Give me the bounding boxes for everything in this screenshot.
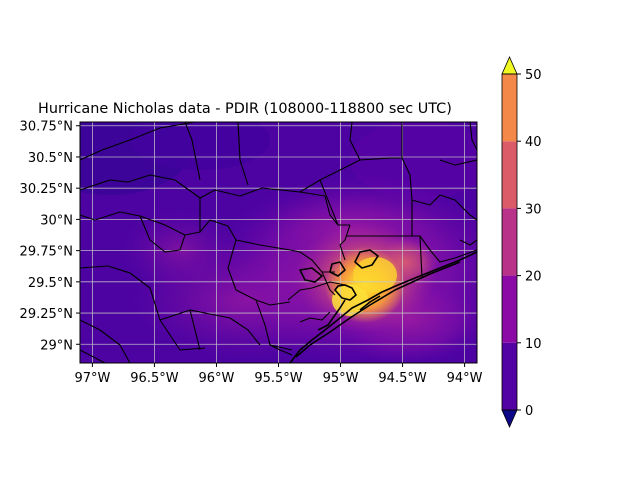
lon-tick-label: 94.5°W	[378, 371, 426, 386]
gridlines	[80, 122, 477, 363]
lon-tick-label: 96°W	[199, 371, 235, 386]
county-borders	[80, 122, 477, 363]
lat-tick-label: 29.5°N	[28, 276, 73, 291]
colorbar-segment	[502, 74, 517, 142]
colorbar-segment	[502, 141, 517, 209]
lon-tick-label: 95°W	[323, 371, 359, 386]
lat-tick-label: 30.75°N	[20, 120, 73, 135]
colorbar-segment	[502, 208, 517, 276]
colorbar-under-extension	[501, 409, 518, 428]
coastline	[289, 249, 477, 363]
colorbar-tick-label: 30	[525, 202, 542, 217]
colorbar-tick-label: 20	[525, 270, 542, 285]
colorbar-over-extension	[501, 56, 518, 75]
colorbar-tick-label: 10	[525, 337, 542, 352]
lon-tick-label: 96.5°W	[130, 371, 178, 386]
colorbar-segment	[502, 275, 517, 343]
map-title: Hurricane Nicholas data - PDIR (108000-1…	[38, 101, 452, 117]
lat-tick-label: 30°N	[40, 213, 73, 228]
colorbar-segment	[502, 342, 517, 410]
precip-shading	[80, 122, 477, 363]
longitude-axis: 97°W 96.5°W 96°W 95.5°W 95°W 94.5°W 94°W	[74, 363, 483, 386]
colorbar-frame	[501, 73, 518, 411]
colorbar-tick-label: 50	[525, 68, 542, 83]
latitude-axis: 30.75°N 30.5°N 30.25°N 30°N 29.75°N 29.5°N 29.…	[20, 120, 80, 353]
lat-tick-label: 29°N	[40, 338, 73, 353]
map-panel	[80, 122, 477, 363]
lat-tick-label: 30.5°N	[28, 151, 73, 166]
lat-tick-label: 29.75°N	[20, 245, 73, 260]
colorbar: 0 10 20 30 40 50	[501, 56, 542, 428]
lat-tick-label: 29.25°N	[20, 307, 73, 322]
lon-tick-label: 97°W	[74, 371, 110, 386]
lon-tick-label: 94°W	[447, 371, 483, 386]
colorbar-tick-label: 0	[525, 404, 533, 419]
lat-tick-label: 30.25°N	[20, 182, 73, 197]
lon-tick-label: 95.5°W	[254, 371, 302, 386]
colorbar-tick-label: 40	[525, 135, 542, 150]
